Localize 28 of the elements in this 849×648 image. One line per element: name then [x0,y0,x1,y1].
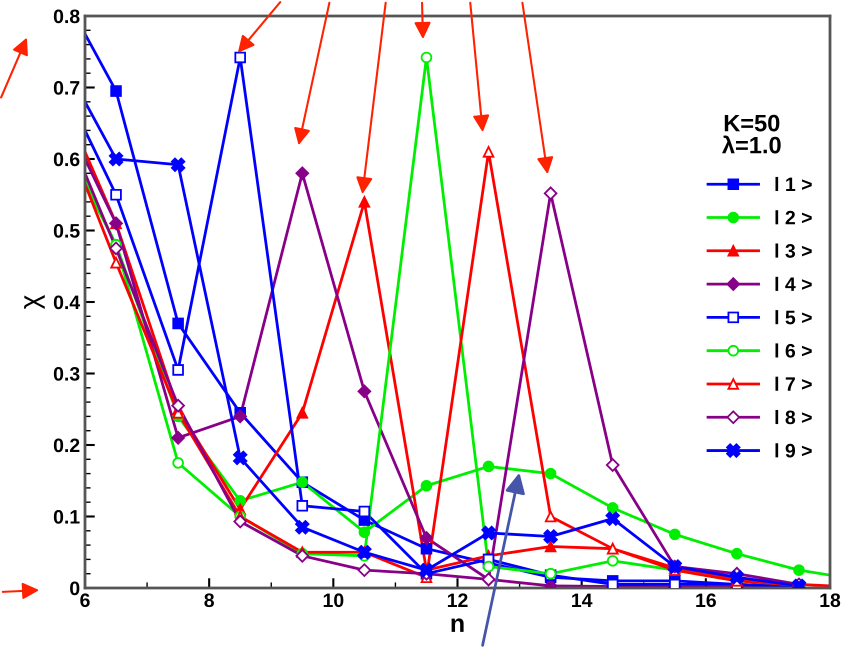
y-tick-label: 0.2 [54,438,80,452]
x-tick-label: 10 [324,593,344,608]
legend-label: l 4 > [775,276,812,291]
y-tick-label: 0.4 [54,295,80,310]
legend-label: l 1 > [775,176,812,192]
y-tick-label: 0.3 [54,366,80,381]
legend-label: l 6 > [775,343,812,358]
legend-label: l 3 > [775,244,812,258]
y-tick-label: 0.6 [54,152,80,166]
legend-label: l 5 > [775,310,812,324]
legend-label: l 9 > [775,443,812,458]
x-tick-label: 8 [204,593,214,608]
legend-label: l 8 > [775,410,812,424]
x-tick-label: 6 [80,593,90,608]
y-tick-label: 0.1 [54,510,80,524]
y-tick-label: 0.7 [54,80,80,95]
y-tick-label: 0.8 [54,9,80,24]
legend-label: l 7 > [775,376,812,391]
y-tick-label: 0.5 [54,224,80,238]
y-axis-title: χ [24,295,45,310]
x-tick-label: 14 [572,594,592,607]
x-tick-label: 12 [448,593,468,607]
y-tick-label: 0 [70,581,80,596]
x-tick-label: 16 [696,593,716,608]
legend-label: l 2 > [775,210,812,224]
annotation: K=50 λ=1.0 [722,114,781,154]
x-axis-title: n [452,618,464,632]
x-tick-label: 18 [820,593,840,608]
